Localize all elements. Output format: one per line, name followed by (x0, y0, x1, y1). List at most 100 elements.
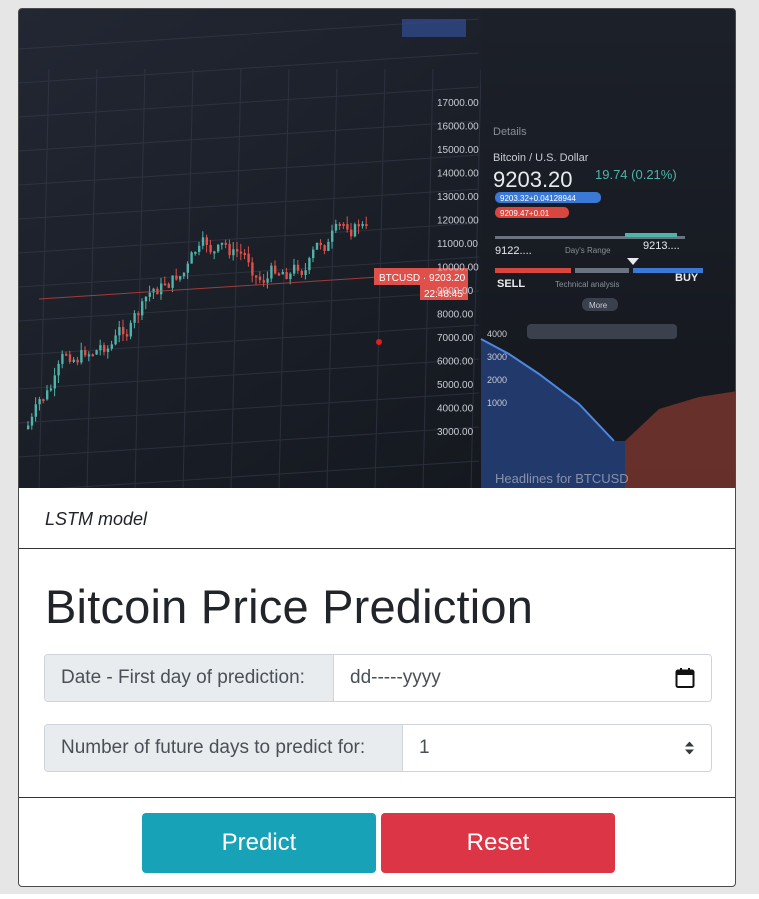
candle-body (171, 275, 174, 288)
axis-tick-label: 16000.00 (437, 122, 479, 133)
candle-body (300, 270, 303, 275)
page-title: Bitcoin Price Prediction (45, 580, 534, 633)
grid-line (19, 222, 480, 254)
grid-line (19, 52, 480, 84)
candle-body (251, 262, 254, 276)
candle-body (293, 264, 296, 274)
grid-line (19, 426, 480, 458)
buy-label: BUY (675, 272, 699, 284)
candle-body (224, 242, 227, 245)
candle-body (342, 224, 345, 226)
candle-body (182, 272, 186, 277)
candle-body (152, 288, 155, 293)
buy-price: 9203.32+0.04128944 (500, 194, 576, 203)
candle-body (308, 258, 311, 271)
range-label: Day's Range (565, 246, 611, 255)
candle-body (99, 345, 102, 351)
lower-axis-tick: 3000 (487, 352, 507, 362)
candle-body (148, 292, 151, 297)
candle-body (201, 237, 205, 246)
candle-body (255, 275, 258, 278)
grid-line (19, 290, 480, 322)
candle-body (141, 301, 144, 316)
candle-body (334, 224, 338, 231)
sell-label: SELL (497, 278, 525, 290)
candle-body (296, 264, 300, 271)
date-label: Date - First day of prediction: (45, 655, 334, 701)
candle-body (110, 344, 113, 349)
grid-line (19, 392, 480, 424)
candle-body (277, 273, 281, 276)
axis-tick-label: 13000.00 (437, 192, 479, 203)
axis-tick-label: 10000.00 (437, 263, 479, 274)
candle-body (243, 253, 246, 256)
ticker-text: BTCUSD · 9203.20 (379, 273, 466, 284)
ticker-tag (374, 268, 468, 285)
prediction-card: BTCUSD · 9203.20 22:48:45 17000.00 16000.… (18, 8, 736, 887)
candle-body (209, 244, 212, 253)
axis-tick-label: 12000.00 (437, 216, 479, 227)
hero-image: BTCUSD · 9203.20 22:48:45 17000.00 16000.… (19, 9, 735, 488)
headline-text: Headlines for BTCUSD (495, 471, 629, 486)
date-input[interactable]: dd-----yyyy (334, 655, 711, 701)
lower-axis-tick: 2000 (487, 375, 507, 385)
candle-body (190, 252, 193, 264)
candle-body (353, 224, 357, 237)
candle-body (129, 322, 132, 337)
candle-body (42, 399, 45, 402)
predict-button[interactable]: Predict (142, 813, 376, 873)
candle-body (163, 283, 167, 286)
price-value: 9203.20 (493, 167, 573, 192)
candle-body (323, 245, 326, 251)
red-dot (376, 339, 382, 345)
range-low: 9122.... (495, 245, 532, 257)
date-input-group: Date - First day of prediction: dd-----y… (44, 654, 712, 702)
candle-body (106, 348, 110, 352)
candle-body (258, 276, 262, 281)
candle-body (53, 375, 56, 389)
candle-body (38, 399, 41, 405)
candle-body (312, 249, 315, 259)
reset-button[interactable]: Reset (381, 813, 615, 873)
axis-tick-label: 17000.00 (437, 98, 479, 109)
candle-body (285, 271, 288, 280)
candle-body (179, 276, 182, 280)
candle-body (228, 243, 231, 256)
candle-body (186, 263, 189, 273)
candle-body (350, 229, 353, 237)
grid-line (19, 358, 480, 390)
candle-body (217, 244, 220, 252)
candle-body (46, 390, 49, 400)
grid-line (230, 68, 242, 488)
candle-body (319, 242, 322, 246)
candle-body (34, 404, 37, 417)
candle-body (262, 280, 265, 283)
candle-body (247, 253, 250, 263)
candle-body (137, 313, 140, 316)
days-select[interactable]: 1 (403, 725, 711, 771)
candle-body (205, 237, 208, 245)
axis-tick-label: 14000.00 (437, 169, 479, 180)
grid-line (134, 68, 146, 488)
grid-line (278, 68, 290, 488)
date-placeholder: dd-----yyyy (350, 667, 441, 688)
candle-body (133, 313, 136, 323)
candle-body (331, 230, 334, 242)
candle-body (84, 350, 87, 356)
candle-body (338, 224, 341, 226)
page-bottom-edge (0, 894, 759, 899)
axis-tick-label: 15000.00 (437, 145, 479, 156)
axis-tick-label: 3000.00 (437, 427, 474, 438)
candle-body (315, 242, 319, 250)
axis-tick-label: 4000.00 (437, 404, 474, 415)
grid-line (19, 324, 480, 356)
candle-body (72, 359, 75, 362)
candle-body (118, 327, 121, 336)
candle-body (266, 278, 269, 283)
calendar-icon[interactable] (675, 668, 695, 689)
candle-body (281, 271, 284, 275)
grid-line (326, 68, 338, 488)
candle-body (236, 249, 239, 252)
candle-body (194, 251, 197, 254)
axis-tick-label: 11000.00 (437, 239, 478, 250)
